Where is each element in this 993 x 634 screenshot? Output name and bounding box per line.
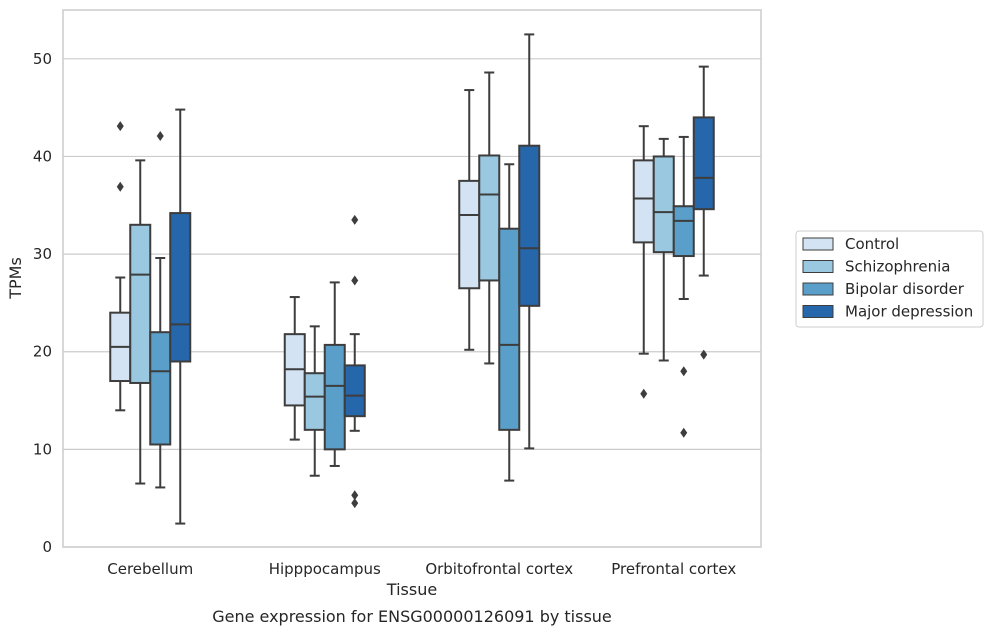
plot-frame bbox=[62, 9, 762, 548]
outlier-point bbox=[680, 366, 688, 377]
box-body bbox=[169, 212, 192, 363]
box-major-depression bbox=[169, 108, 192, 525]
box-bipolar-disorder bbox=[498, 163, 521, 482]
outlier-point bbox=[116, 121, 124, 132]
box-body bbox=[652, 155, 675, 254]
box-major-depression bbox=[692, 65, 715, 360]
y-tick-labels: 0 10 20 30 40 50 bbox=[33, 50, 52, 556]
box-body bbox=[632, 159, 655, 244]
outlier-point bbox=[640, 388, 648, 399]
outlier-point bbox=[700, 349, 708, 360]
legend-label: Control bbox=[845, 235, 899, 253]
box-control bbox=[109, 121, 132, 412]
box-schizophrenia bbox=[478, 71, 501, 365]
box-body bbox=[692, 116, 715, 211]
x-tick-label: Hipppocampus bbox=[269, 560, 381, 578]
x-axis-label: Tissue bbox=[386, 580, 437, 599]
box-major-depression bbox=[343, 214, 366, 509]
boxes bbox=[109, 33, 715, 525]
legend-label: Bipolar disorder bbox=[845, 280, 965, 298]
legend-swatch bbox=[802, 237, 834, 251]
box-body bbox=[323, 343, 346, 451]
chart-caption: Gene expression for ENSG00000126091 by t… bbox=[212, 607, 612, 626]
outlier-point bbox=[351, 490, 359, 501]
outlier-point bbox=[351, 498, 359, 509]
box-body bbox=[149, 331, 172, 446]
box-control bbox=[632, 125, 655, 399]
box-body bbox=[672, 205, 695, 258]
box-body bbox=[303, 372, 326, 431]
y-tick-label: 40 bbox=[33, 147, 52, 165]
box-bipolar-disorder bbox=[149, 130, 172, 489]
y-tick-label: 20 bbox=[33, 343, 52, 361]
box-control bbox=[458, 89, 481, 351]
box-control bbox=[283, 296, 306, 441]
box-body bbox=[343, 364, 366, 418]
box-body bbox=[498, 227, 521, 431]
box-bipolar-disorder bbox=[323, 281, 346, 467]
y-tick-label: 50 bbox=[33, 50, 52, 68]
legend-swatch bbox=[802, 305, 834, 318]
box-schizophrenia bbox=[652, 137, 675, 362]
box-bipolar-disorder bbox=[672, 135, 695, 438]
box-body bbox=[129, 223, 152, 384]
outlier-point bbox=[680, 427, 688, 438]
box-schizophrenia bbox=[129, 159, 152, 485]
outlier-point bbox=[351, 275, 359, 286]
grid-lines bbox=[63, 58, 761, 548]
x-tick-label: Cerebellum bbox=[107, 560, 193, 578]
legend-frame bbox=[795, 230, 984, 328]
outlier-point bbox=[351, 214, 359, 225]
y-tick-label: 0 bbox=[42, 538, 52, 556]
box-body bbox=[478, 154, 501, 282]
legend-swatch bbox=[802, 282, 834, 296]
box-major-depression bbox=[518, 33, 541, 450]
x-tick-label: Prefrontal cortex bbox=[611, 560, 736, 578]
x-tick-label: Orbitofrontal cortex bbox=[425, 560, 573, 578]
y-axis-label: TPMs bbox=[6, 257, 25, 300]
y-tick-label: 30 bbox=[33, 245, 52, 263]
box-schizophrenia bbox=[303, 325, 326, 477]
outlier-point bbox=[116, 181, 124, 192]
legend-label: Major depression bbox=[845, 303, 973, 321]
legend-swatch bbox=[802, 260, 834, 273]
x-tick-labels: Cerebellum Hipppocampus Orbitofrontal cort… bbox=[107, 560, 736, 578]
y-tick-label: 10 bbox=[33, 440, 52, 458]
legend-label: Schizophrenia bbox=[845, 258, 950, 276]
outlier-point bbox=[156, 130, 164, 141]
legend: Control Schizophrenia Bipolar disorder Majo… bbox=[795, 230, 984, 328]
box-body bbox=[458, 179, 481, 290]
box-body bbox=[518, 144, 541, 307]
